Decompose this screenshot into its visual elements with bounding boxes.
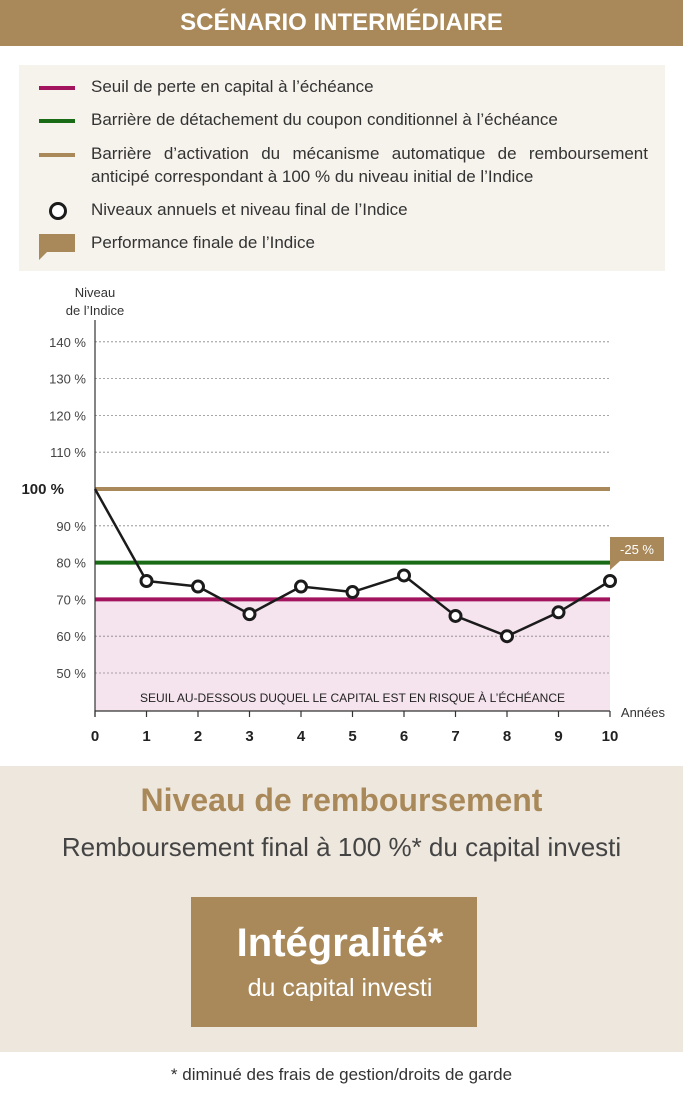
index-level-point-year-2 <box>191 579 205 594</box>
index-level-point-year-7 <box>448 608 463 623</box>
index-level-point-year-5 <box>345 585 360 600</box>
x-tick-label: 3 <box>245 728 253 745</box>
x-tick-label: 0 <box>91 728 99 745</box>
x-tick-label: 1 <box>142 728 150 745</box>
repayment-section: Niveau de remboursement Remboursement fi… <box>0 766 683 1052</box>
index-level-point-year-4 <box>294 579 308 594</box>
legend-label-loss-threshold: Seuil de perte en capital à l’échéance <box>91 77 374 96</box>
y-axis-label-line2: de l’Indice <box>66 303 125 318</box>
index-level-marker-icon <box>49 202 67 220</box>
x-tick-label: 9 <box>554 728 562 745</box>
y-tick-label: 120 % <box>49 408 86 423</box>
x-tick-label: 6 <box>400 728 408 745</box>
x-tick-label: 5 <box>348 728 356 745</box>
scenario-title: SCÉNARIO INTERMÉDIAIRE <box>180 9 503 36</box>
loss-threshold-line-icon <box>39 86 75 90</box>
index-level-point-year-9 <box>551 605 566 620</box>
index-level-point-year-6 <box>397 568 411 583</box>
risk-zone-area <box>95 599 610 711</box>
final-performance-callout-icon <box>39 234 75 260</box>
y-axis-label-line1: Niveau <box>75 285 115 300</box>
final-performance-callout <box>610 537 664 570</box>
index-level-point-year-3 <box>242 607 257 622</box>
index-level-point-year-1 <box>139 574 154 588</box>
index-level-point-year-8 <box>500 629 514 644</box>
y-tick-label: 60 % <box>56 629 86 644</box>
chart-legend: Seuil de perte en capital à l’échéance B… <box>19 65 665 271</box>
index-level-point-year-10 <box>603 574 617 588</box>
footnote: * diminué des frais de gestion/droits de… <box>170 1065 513 1084</box>
scenario-header: SCÉNARIO INTERMÉDIAIRE <box>0 0 683 46</box>
reference-label-100: 100 % <box>21 481 64 498</box>
y-tick-label: 80 % <box>56 556 86 571</box>
x-tick-label: 8 <box>503 728 511 745</box>
repayment-subtitle: Remboursement final à 100 %* du capital … <box>61 832 622 862</box>
y-tick-label: 130 % <box>49 372 86 387</box>
index-level-chart: Niveau de l’Indice SEUIL AU-DESSOUS DUQU… <box>21 285 666 745</box>
y-tick-label: 70 % <box>56 592 86 607</box>
coupon-barrier-line-icon <box>39 119 75 123</box>
repayment-title: Niveau de remboursement <box>140 782 543 818</box>
x-axis-label: Années <box>621 705 666 720</box>
x-tick-label: 2 <box>194 728 202 745</box>
autocall-barrier-line-icon <box>39 153 75 157</box>
legend-label-final-performance: Performance finale de l’Indice <box>91 233 315 252</box>
risk-zone-label: SEUIL AU-DESSOUS DUQUEL LE CAPITAL EST E… <box>140 690 565 705</box>
y-tick-label: 110 % <box>50 445 86 460</box>
repayment-box-main: Intégralité* <box>236 921 444 965</box>
legend-label-coupon-barrier: Barrière de détachement du coupon condit… <box>91 110 558 129</box>
repayment-box-sub: du capital investi <box>247 974 433 1002</box>
y-tick-label: 50 % <box>56 666 86 681</box>
final-performance-label: -25 % <box>620 542 654 557</box>
legend-label-autocall-barrier: Barrière d’activation du mécanisme autom… <box>91 144 648 186</box>
repayment-highlight-box: Intégralité* du capital investi <box>191 897 477 1027</box>
legend-label-index-levels: Niveaux annuels et niveau final de l’Ind… <box>91 200 408 219</box>
x-tick-label: 10 <box>602 728 619 745</box>
x-tick-label: 7 <box>451 728 459 745</box>
y-tick-label: 90 % <box>56 519 86 534</box>
x-tick-label: 4 <box>297 728 306 745</box>
y-tick-label: 140 % <box>49 335 86 350</box>
